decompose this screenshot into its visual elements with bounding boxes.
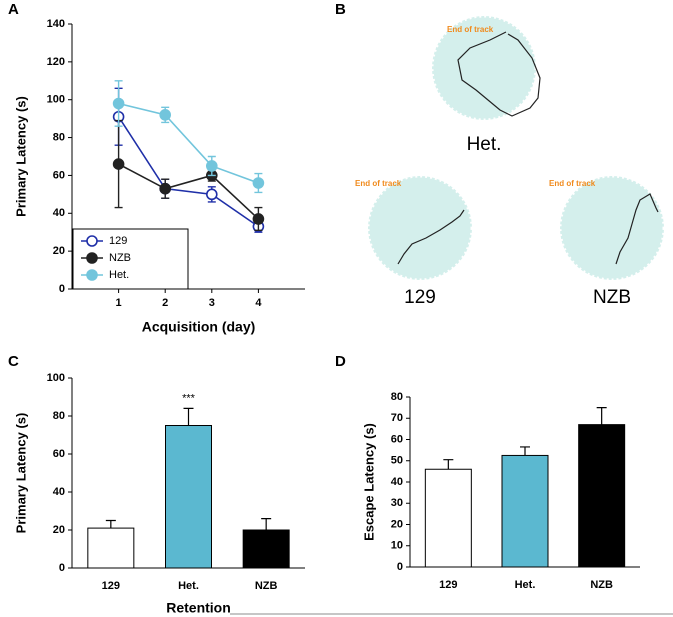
y-tick-label: 20 xyxy=(53,524,65,536)
track-note: End of track xyxy=(549,179,596,188)
error-bar xyxy=(105,519,116,529)
x-tick-label: 129 xyxy=(439,579,457,591)
error-bar xyxy=(183,407,194,426)
x-tick-label: Het. xyxy=(515,579,536,591)
y-tick-label: 40 xyxy=(53,207,65,219)
y-tick-label: 0 xyxy=(59,283,65,295)
track-note: End of track xyxy=(447,25,494,34)
panel-label: C xyxy=(8,353,19,370)
y-tick-label: 140 xyxy=(47,18,65,30)
y-tick-label: 30 xyxy=(391,497,403,509)
track-path xyxy=(397,209,465,265)
track-images xyxy=(366,14,666,282)
y-axis-label: Primary Latency (s) xyxy=(13,413,28,534)
point xyxy=(206,188,218,201)
y-tick-label: 70 xyxy=(391,412,403,424)
x-tick-label: Het. xyxy=(178,580,199,592)
y-tick-label: 120 xyxy=(47,56,65,68)
track-label: Het. xyxy=(467,134,502,155)
y-tick-label: 10 xyxy=(391,540,403,552)
x-axis-label: Acquisition (day) xyxy=(142,319,256,335)
y-tick-label: 50 xyxy=(391,455,403,467)
track-label: NZB xyxy=(593,287,631,308)
point xyxy=(252,213,265,225)
bar xyxy=(501,454,549,568)
series-line xyxy=(117,116,259,228)
series-line xyxy=(118,163,259,220)
bar xyxy=(165,425,212,569)
error-bar xyxy=(520,446,530,456)
y-tick-label: 60 xyxy=(391,433,403,445)
point xyxy=(112,97,125,110)
panel-label: B xyxy=(335,1,346,18)
error-bar xyxy=(261,518,272,530)
point xyxy=(206,160,218,172)
x-tick-label: NZB xyxy=(255,580,278,592)
panel-label: D xyxy=(335,353,346,370)
legend-label: 129 xyxy=(109,235,127,247)
legend-marker xyxy=(86,235,98,247)
point xyxy=(159,182,171,195)
track-path xyxy=(615,193,659,265)
bar xyxy=(424,468,472,568)
x-tick-label: 129 xyxy=(102,580,120,592)
y-tick-label: 60 xyxy=(53,169,65,181)
y-tick-label: 60 xyxy=(53,448,65,460)
legend-label: NZB xyxy=(109,252,131,264)
error-bar xyxy=(596,407,607,425)
y-tick-label: 40 xyxy=(53,486,65,498)
y-axis-label: Escape Latency (s) xyxy=(361,423,376,541)
point xyxy=(159,109,171,121)
y-tick-label: 0 xyxy=(59,562,65,574)
y-tick-label: 100 xyxy=(47,372,65,384)
point xyxy=(112,158,125,170)
pool xyxy=(558,174,666,282)
x-tick-label: 4 xyxy=(255,297,262,309)
y-tick-label: 100 xyxy=(47,94,65,106)
x-tick-label: 1 xyxy=(116,297,122,309)
y-tick-label: 80 xyxy=(53,131,65,143)
y-tick-label: 40 xyxy=(391,476,403,488)
panel-label: A xyxy=(8,1,19,18)
y-tick-label: 80 xyxy=(391,391,403,403)
y-tick-label: 80 xyxy=(53,410,65,422)
error-bar xyxy=(443,459,454,470)
track-note: End of track xyxy=(355,179,402,188)
bar xyxy=(87,527,135,569)
legend-marker xyxy=(86,252,98,264)
pool xyxy=(366,174,474,282)
legend-label: Het. xyxy=(109,269,129,281)
y-axis-label: Primary Latency (s) xyxy=(13,96,28,217)
point xyxy=(252,177,265,189)
x-tick-label: 2 xyxy=(162,297,168,309)
x-tick-label: 3 xyxy=(209,297,215,309)
track-path xyxy=(457,31,541,117)
bar xyxy=(242,529,290,569)
significance: *** xyxy=(182,392,196,404)
x-axis-label: Retention xyxy=(166,600,231,616)
x-tick-label: NZB xyxy=(590,579,613,591)
legend-marker xyxy=(86,269,98,281)
bar xyxy=(578,424,626,568)
y-tick-label: 0 xyxy=(397,561,403,573)
y-tick-label: 20 xyxy=(53,245,65,257)
y-tick-label: 20 xyxy=(391,518,403,530)
series-line xyxy=(118,102,259,184)
track-label: 129 xyxy=(404,287,436,308)
